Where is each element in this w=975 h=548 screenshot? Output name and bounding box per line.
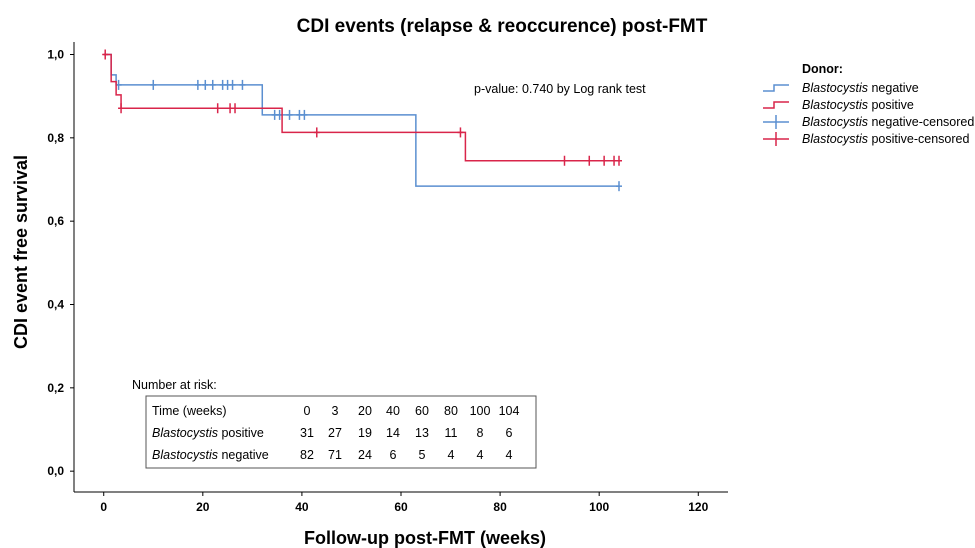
x-tick-label: 20 [196, 500, 210, 514]
censor-mark-positive [616, 155, 622, 166]
censor-mark-positive [232, 103, 239, 114]
risk-count-cell: 4 [477, 448, 484, 462]
legend-entry-italic: Blastocystis [802, 81, 868, 95]
risk-time-cell: 20 [358, 404, 372, 418]
censor-mark-positive [118, 103, 125, 114]
legend-entry-italic: Blastocystis [802, 98, 868, 112]
y-axis-label: CDI event free survival [11, 155, 31, 349]
risk-time-cell: 104 [499, 404, 520, 418]
risk-count-cell: 8 [477, 426, 484, 440]
legend-symbol [763, 84, 789, 92]
risk-count-cell: 11 [445, 426, 458, 440]
legend-step-line [763, 101, 789, 109]
censor-mark-positive [214, 103, 221, 114]
curve-negative [103, 53, 619, 187]
legend-symbol [763, 132, 789, 146]
risk-count-cell: 71 [328, 448, 342, 462]
y-tick-label: 0,4 [47, 298, 64, 312]
survival-curves [102, 49, 622, 192]
censor-mark-negative [616, 181, 622, 192]
risk-count-cell: 5 [419, 448, 426, 462]
censor-mark-negative [150, 79, 157, 90]
risk-table-box [145, 395, 537, 469]
legend-entry-rest: negative [868, 81, 919, 95]
censor-mark-positive [601, 155, 608, 166]
risk-count-cell: 14 [386, 426, 400, 440]
legend-entry: Blastocystis negative [802, 81, 919, 95]
risk-row-label-italic: Blastocystis [152, 426, 218, 440]
risk-row-label-italic: Blastocystis [152, 448, 218, 462]
censor-mark-negative [239, 79, 246, 90]
risk-count-cell: 31 [300, 426, 314, 440]
legend-entry: Blastocystis positive [802, 98, 914, 112]
chart-title: CDI events (relapse & reoccurence) post-… [297, 16, 708, 37]
risk-count-cell: 82 [300, 448, 314, 462]
risk-count-cell: 19 [358, 426, 372, 440]
curve-positive [103, 53, 619, 162]
risk-time-cell: 0 [304, 404, 311, 418]
x-tick-label: 40 [295, 500, 309, 514]
y-tick-label: 0,8 [47, 131, 64, 145]
x-tick-label: 80 [493, 500, 507, 514]
number-at-risk-table: Number at risk: Time (weeks) 0 3 20 40 60 80 100… [132, 378, 537, 469]
censor-mark-negative [209, 79, 216, 90]
x-tick-label: 120 [688, 500, 708, 514]
risk-row-label-rest: negative [218, 448, 269, 462]
risk-header-label: Time (weeks) [152, 404, 227, 418]
legend-entry-rest: positive-censored [868, 132, 969, 146]
risk-time-cell: 60 [415, 404, 429, 418]
censor-mark-negative [229, 79, 236, 90]
y-tick-label: 1,0 [47, 48, 64, 62]
censor-mark-positive [586, 155, 593, 166]
censor-mark-negative [301, 109, 308, 120]
legend-entry-italic: Blastocystis [802, 115, 868, 129]
risk-count-cell: 24 [358, 448, 372, 462]
x-tick-label: 0 [100, 500, 107, 514]
risk-count-cell: 27 [328, 426, 342, 440]
risk-time-cell: 3 [332, 404, 339, 418]
y-tick-label: 0,0 [47, 464, 64, 478]
risk-count-cell: 4 [506, 448, 513, 462]
risk-time-cell: 100 [470, 404, 491, 418]
censor-mark-positive [457, 127, 464, 138]
legend: Donor:Blastocystis negativeBlastocystis … [763, 62, 974, 146]
risk-row-label: Blastocystis positive [152, 426, 264, 440]
legend-symbol [763, 115, 789, 129]
y-tick-label: 0,6 [47, 214, 64, 228]
censor-mark-negative [286, 109, 293, 120]
legend-entry: Blastocystis negative-censored [802, 115, 974, 129]
censor-mark-negative [194, 79, 201, 90]
legend-entry-italic: Blastocystis [802, 132, 868, 146]
x-tick-label: 100 [589, 500, 609, 514]
risk-count-cell: 4 [448, 448, 455, 462]
legend-entry-rest: negative-censored [868, 115, 974, 129]
legend-entry-rest: positive [868, 98, 914, 112]
risk-count-cell: 6 [506, 426, 513, 440]
x-axis-label: Follow-up post-FMT (weeks) [304, 528, 546, 548]
censor-mark-positive [313, 127, 320, 138]
risk-row-label: Blastocystis negative [152, 448, 269, 462]
censor-mark-negative [202, 79, 209, 90]
y-tick-label: 0,2 [47, 381, 64, 395]
x-tick-label: 60 [394, 500, 408, 514]
risk-time-cell: 80 [444, 404, 458, 418]
risk-row-label-rest: positive [218, 426, 264, 440]
censor-mark-positive [561, 155, 568, 166]
risk-count-cell: 6 [390, 448, 397, 462]
axes: 0,00,20,40,60,81,00 20 40 60 80 100 120 [47, 42, 728, 514]
legend-entry: Blastocystis positive-censored [802, 132, 969, 146]
censor-mark-positive [102, 49, 109, 60]
risk-table-caption: Number at risk: [132, 378, 217, 392]
legend-step-line [763, 84, 789, 92]
risk-count-cell: 13 [415, 426, 429, 440]
legend-symbol [763, 101, 789, 109]
legend-title: Donor: [802, 62, 843, 76]
risk-time-cell: 40 [386, 404, 400, 418]
p-value-annotation: p-value: 0.740 by Log rank test [474, 82, 646, 96]
